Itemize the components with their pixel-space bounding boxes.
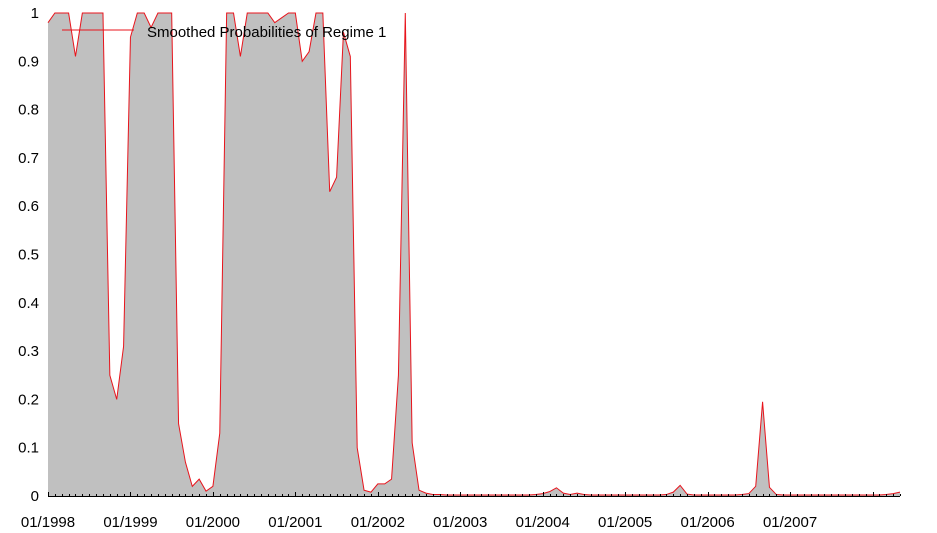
- x-tick-label: 01/2006: [680, 514, 734, 531]
- x-tick-label: 01/2004: [516, 514, 570, 531]
- y-tick-label: 0.2: [18, 391, 39, 408]
- y-tick-label: 0.1: [18, 440, 39, 457]
- y-tick-label: 0.8: [18, 102, 39, 119]
- x-tick-label: 01/1999: [103, 514, 157, 531]
- y-axis-tick-labels: 0 0.1 0.2 0.3 0.4 0.5 0.6 0.7 0.8 0.9 1: [18, 5, 39, 505]
- x-tick-label: 01/2001: [268, 514, 322, 531]
- legend: Smoothed Probabilities of Regime 1: [62, 24, 386, 41]
- series-area-fill: [48, 13, 900, 496]
- y-tick-label: 0.4: [18, 295, 39, 312]
- area-layer: [47, 12, 901, 496]
- axis-layer: [48, 492, 901, 497]
- y-tick-label: 0.3: [18, 343, 39, 360]
- x-tick-label: 01/1998: [21, 514, 75, 531]
- x-tick-label: 01/2000: [186, 514, 240, 531]
- y-tick-label: 0: [31, 488, 39, 505]
- y-tick-label: 0.7: [18, 150, 39, 167]
- legend-label: Smoothed Probabilities of Regime 1: [147, 24, 386, 41]
- y-tick-label: 0.9: [18, 53, 39, 70]
- x-axis-tick-labels: 01/1998 01/1999 01/2000 01/2001 01/2002 01/20…: [21, 514, 817, 531]
- y-tick-label: 0.5: [18, 247, 39, 264]
- x-tick-label: 01/2005: [598, 514, 652, 531]
- y-tick-label: 0.6: [18, 198, 39, 215]
- x-tick-label: 01/2002: [351, 514, 405, 531]
- x-tick-label: 01/2003: [433, 514, 487, 531]
- x-tick-label: 01/2007: [763, 514, 817, 531]
- y-tick-label: 1: [31, 5, 39, 22]
